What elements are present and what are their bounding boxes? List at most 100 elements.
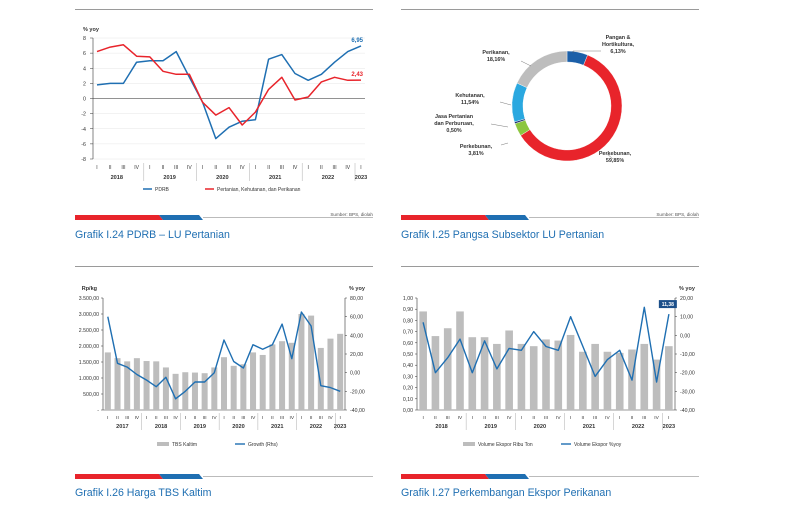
y2-tick-label: 0,00 (350, 371, 360, 377)
end-value-label: 11,38 (662, 302, 674, 308)
x-tick-label: III (174, 165, 178, 171)
x-year-label: 2021 (271, 424, 283, 430)
y-tick-label: -2 (81, 112, 86, 118)
slice-label: dan Perburuan, (434, 121, 474, 127)
bar (480, 337, 489, 410)
y-tick-label: 1.000,00 (79, 376, 99, 382)
bar (211, 367, 218, 410)
y-tick-label: -6 (81, 142, 86, 148)
slice-leader-line (499, 101, 512, 106)
panel-pdrb-pertanian: % yoy 8 6 4 2 0 -2 -4 -6 -8 I II III IV I II III IV I II III… (75, 9, 373, 249)
panel-color-strip (401, 215, 699, 220)
series-line (96, 45, 362, 140)
bar (288, 342, 295, 410)
bar (579, 351, 587, 410)
slice-label: Perkebunan, (460, 144, 493, 150)
y-tick-label: - (97, 408, 99, 414)
x-tick-label: III (203, 415, 207, 421)
chart-caption: Grafik I.24 PDRB – LU Pertanian (75, 229, 230, 241)
x-tick-label: II (631, 415, 634, 421)
x-tick-label: II (483, 415, 486, 421)
bar (172, 373, 179, 410)
slice-leader-line (490, 123, 509, 128)
y2-tick-label: -20,00 (680, 371, 695, 377)
bar (250, 352, 257, 410)
series-end-label: 2,43 (351, 72, 363, 78)
bar (493, 343, 501, 410)
y2-tick-label: 80,00 (350, 296, 363, 302)
x-tick-label: I (223, 415, 224, 421)
x-tick-label: II (271, 415, 274, 421)
slice-label: 18,16% (487, 57, 505, 63)
x-tick-label: IV (135, 415, 140, 421)
y2-tick-label: -40,00 (350, 408, 365, 414)
bar (153, 361, 160, 410)
bar (566, 334, 575, 410)
y-tick-label: 1.500,00 (79, 360, 99, 366)
bar (104, 352, 111, 410)
bar (162, 367, 169, 410)
legend-label: Pertanian, Kehutanan, dan Perikanan (217, 187, 301, 193)
y-tick-label: -4 (81, 127, 86, 133)
legend-label: PDRB (155, 187, 170, 193)
bar (615, 352, 624, 410)
subsektor-donut-chart: Pangan &Hortikultura,6,13%Perkebunan,59,… (434, 35, 635, 164)
x-tick-label: IV (328, 415, 333, 421)
x-tick-label: I (96, 165, 97, 171)
slice-label: 11,54% (461, 100, 479, 106)
x-year-label: 2021 (269, 175, 281, 181)
x-year-label: 2018 (111, 175, 123, 181)
y-tick-label: 0,00 (403, 408, 413, 414)
slice-label: Hortikultura, (602, 42, 635, 48)
y-tick-label: 3.000,00 (79, 312, 99, 318)
bar (143, 361, 150, 410)
slice-leader-line (572, 50, 601, 53)
panel-pangsa-subsektor: Pangan & Hortikultura, 6,13% Perkebunan, 59,… (401, 9, 699, 249)
x-tick-label: II (155, 415, 158, 421)
series-end-label: 6,95 (351, 38, 363, 44)
x-year-label: 2023 (334, 424, 346, 430)
y-tick-label: 0,90 (403, 307, 413, 313)
panel-top-divider (75, 9, 373, 10)
slice-label: 3,81% (468, 151, 483, 157)
x-year-label: 2019 (484, 424, 496, 430)
x-year-label: 2019 (163, 175, 175, 181)
x-tick-label: III (319, 415, 323, 421)
slice-label: Perikanan, (482, 50, 510, 56)
bar (468, 337, 477, 410)
x-tick-label: I (262, 415, 263, 421)
panel-color-strip (401, 474, 699, 479)
x-tick-label: IV (251, 415, 256, 421)
chart-caption: Grafik I.27 Perkembangan Ekspor Perikana… (401, 487, 612, 499)
y-axis-label: % yoy (83, 27, 100, 33)
legend-label: TBS Kaltim (172, 442, 197, 448)
x-tick-label: I (185, 415, 186, 421)
bar (191, 372, 198, 410)
slice-label: Jasa Pertanian (435, 114, 473, 120)
x-tick-label: I (308, 165, 309, 171)
bar (327, 338, 334, 410)
bar (114, 358, 121, 410)
y-tick-label: 0 (83, 97, 86, 103)
y-tick-label: 0,10 (403, 397, 413, 403)
x-year-label: 2023 (663, 424, 675, 430)
x-tick-label: IV (458, 415, 463, 421)
x-year-label: 2022 (322, 175, 334, 181)
slice-label: 59,85% (606, 158, 624, 164)
panel-top-divider (401, 266, 699, 267)
slice-leader-line (605, 152, 614, 160)
bar (308, 315, 315, 410)
x-tick-label: I (146, 415, 147, 421)
x-year-label: 2020 (216, 175, 228, 181)
y-tick-label: 3.500,00 (79, 296, 99, 302)
panel-top-divider (75, 266, 373, 267)
x-tick-label: II (434, 415, 437, 421)
bar (517, 343, 526, 410)
growth-line (422, 306, 670, 383)
bar (443, 328, 452, 410)
slice-label: 6,13% (610, 49, 625, 55)
y-tick-label: 500,00 (83, 392, 99, 398)
x-tick-label: IV (212, 415, 217, 421)
y-axis-label: Rp/kg (82, 286, 97, 292)
x-tick-label: II (214, 165, 217, 171)
